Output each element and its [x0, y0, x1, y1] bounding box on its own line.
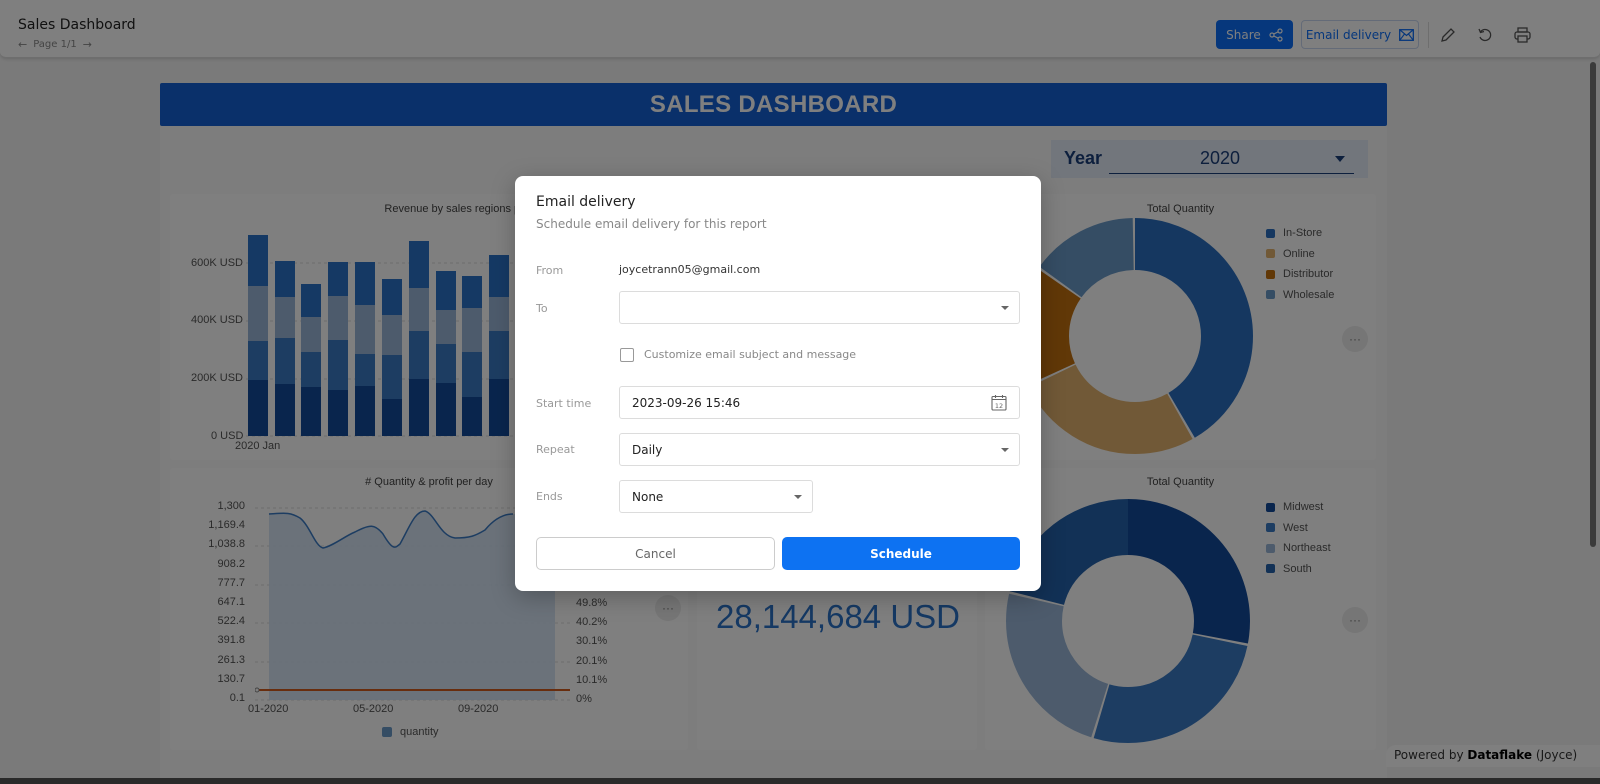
dialog-subtitle: Schedule email delivery for this report — [536, 217, 767, 231]
ends-select[interactable]: None — [619, 480, 813, 513]
ends-label: Ends — [536, 490, 563, 503]
start-time-input[interactable]: 2023-09-26 15:46 12 — [619, 386, 1020, 419]
repeat-select[interactable]: Daily — [619, 433, 1020, 466]
cancel-button[interactable]: Cancel — [536, 537, 775, 570]
chevron-down-icon — [1001, 448, 1009, 452]
bottom-edge — [0, 778, 1600, 784]
customize-message-label[interactable]: Customize email subject and message — [644, 348, 857, 361]
ends-value: None — [632, 490, 664, 504]
dialog-title: Email delivery — [536, 194, 636, 210]
page-scrollbar[interactable] — [1590, 62, 1596, 547]
chevron-down-icon — [1001, 306, 1009, 310]
start-time-label: Start time — [536, 397, 592, 410]
repeat-value: Daily — [632, 443, 663, 457]
svg-text:12: 12 — [995, 402, 1003, 410]
email-delivery-dialog: Email delivery Schedule email delivery f… — [515, 176, 1041, 591]
from-label: From — [536, 264, 564, 277]
calendar-icon[interactable]: 12 — [991, 394, 1007, 411]
start-time-value: 2023-09-26 15:46 — [632, 396, 741, 410]
schedule-button[interactable]: Schedule — [782, 537, 1020, 570]
from-value: joycetrann05@gmail.com — [619, 263, 761, 276]
customize-message-checkbox[interactable] — [620, 348, 634, 362]
repeat-label: Repeat — [536, 443, 575, 456]
to-label: To — [536, 302, 548, 315]
to-recipients-select[interactable] — [619, 291, 1020, 324]
chevron-down-icon — [794, 495, 802, 499]
